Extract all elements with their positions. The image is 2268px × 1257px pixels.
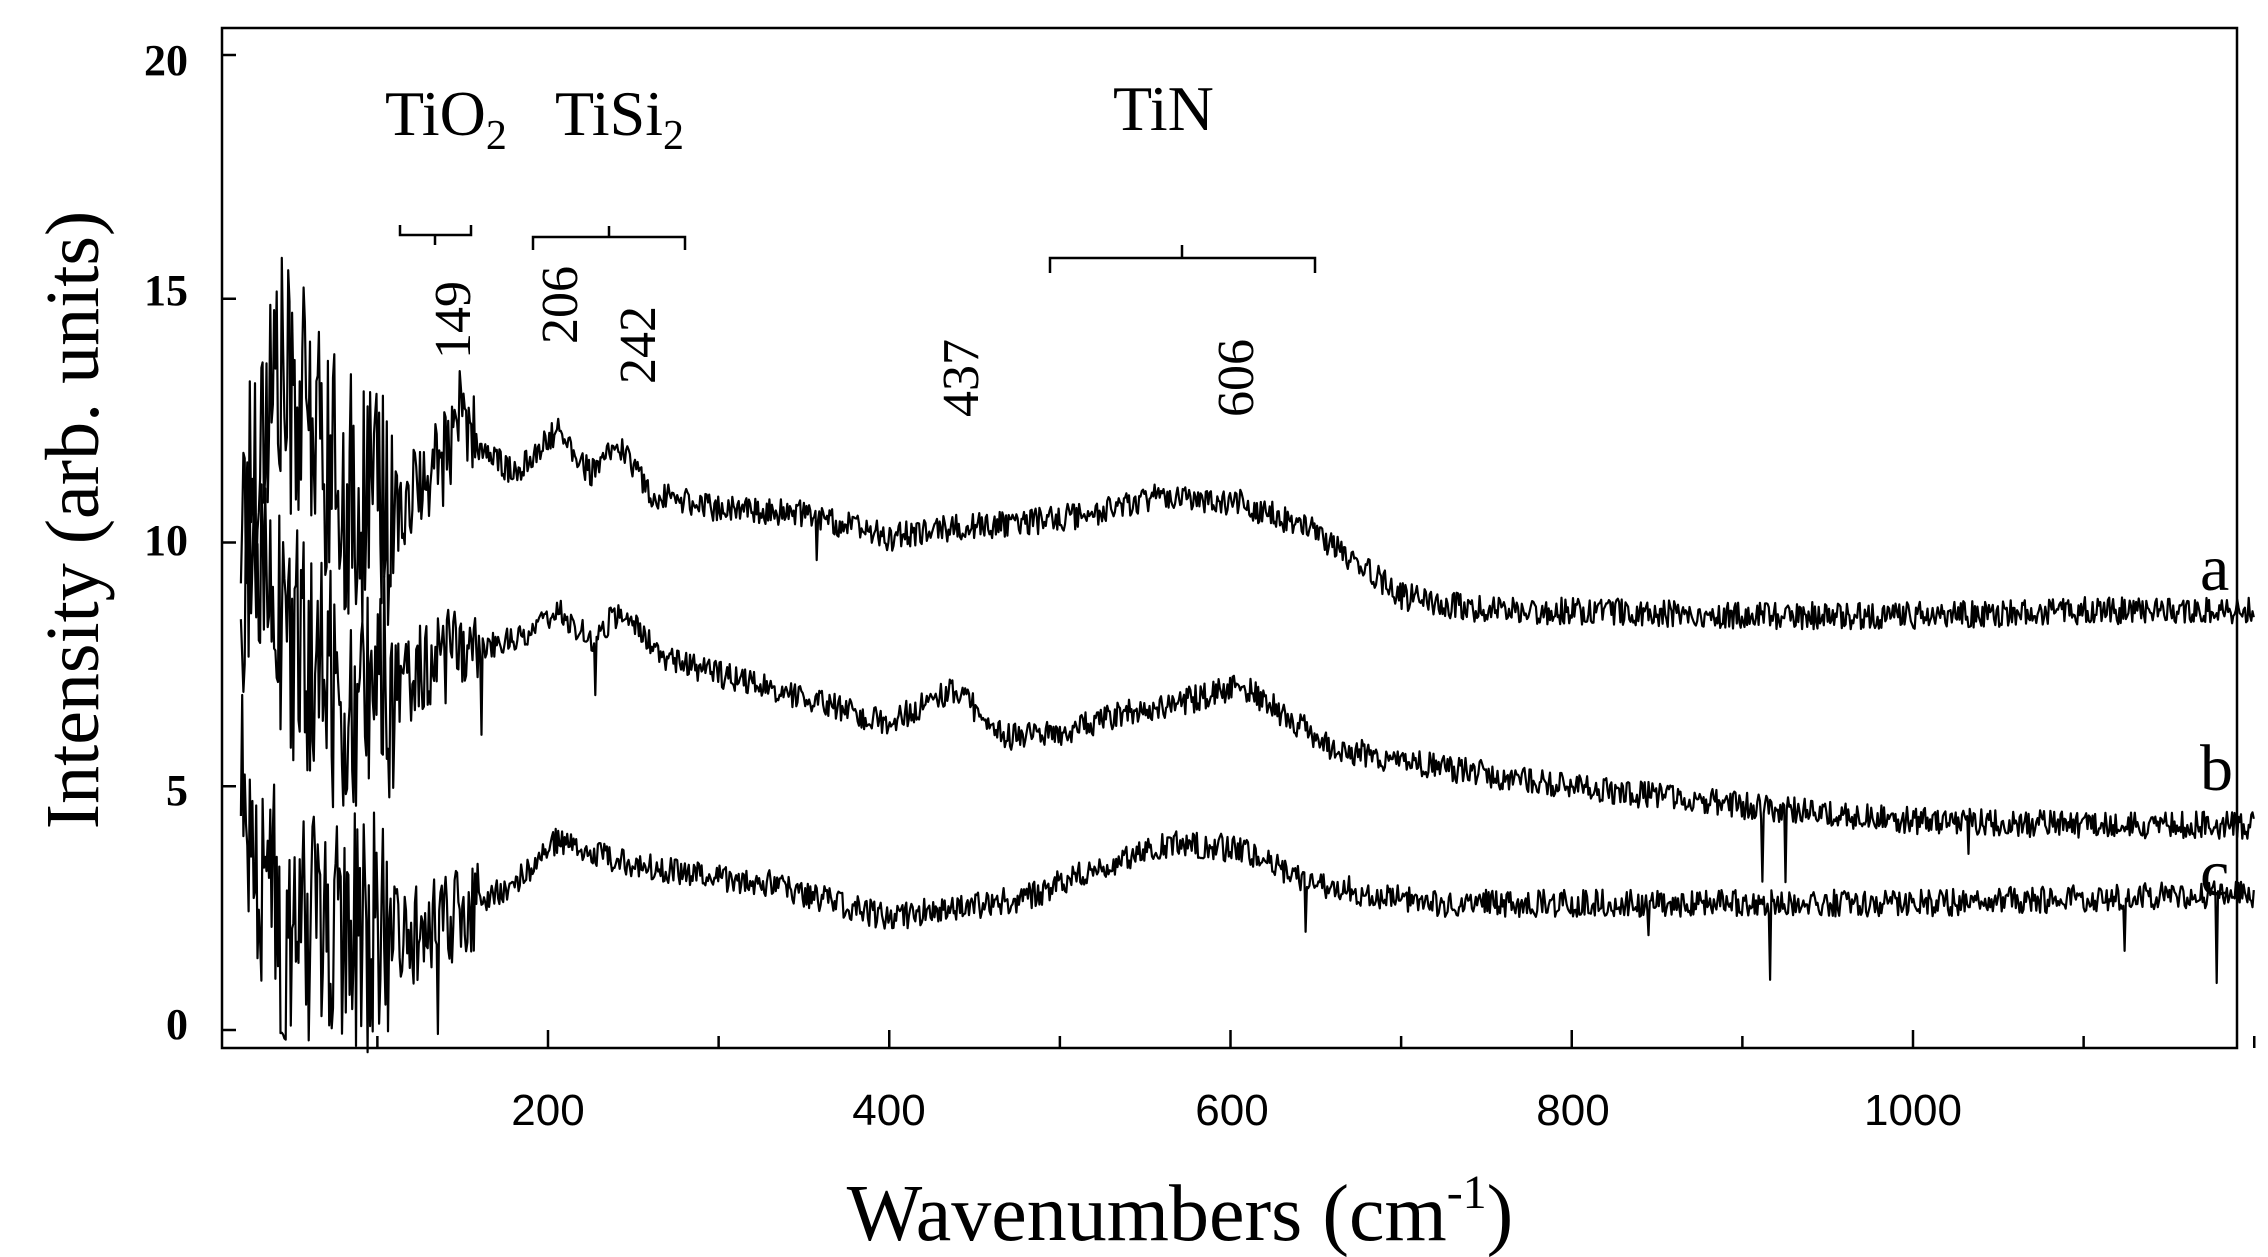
y-tick-label-10: 10 (144, 516, 188, 565)
series-line-b (239, 461, 2255, 884)
bracket-tio2 (398, 225, 473, 245)
x-tick-label-600: 600 (1195, 1086, 1268, 1135)
x-tick-label-1000: 1000 (1864, 1086, 1962, 1135)
plot-frame (220, 26, 2239, 1050)
phase-label-tin: TiN (1113, 73, 1214, 144)
x-axis-ticks (376, 1030, 2256, 1048)
y-tick-label-0: 0 (166, 1000, 188, 1049)
peak-label-149: 149 (425, 281, 482, 359)
bracket-tin (1048, 245, 1317, 273)
peak-label-606: 606 (1208, 339, 1265, 417)
peak-label-242: 242 (610, 306, 667, 384)
phase-label-tio2: TiO2 (385, 78, 507, 159)
y-tick-label-20: 20 (144, 36, 188, 85)
y-tick-label-15: 15 (144, 266, 188, 315)
x-tick-label-400: 400 (852, 1086, 925, 1135)
curve-label-c: c (2200, 837, 2229, 910)
y-axis-ticks (222, 53, 236, 1032)
curve-label-a: a (2200, 532, 2229, 605)
bracket-tisi2 (531, 226, 687, 250)
x-axis-title: Wavenumbers (cm-1) (847, 1166, 1514, 1257)
y-axis-title: Intensity (arb. units) (31, 211, 115, 829)
peak-label-206: 206 (532, 266, 589, 344)
phase-label-tisi2: TiSi2 (555, 78, 684, 159)
x-tick-label-800: 800 (1536, 1086, 1609, 1135)
peak-label-437: 437 (933, 339, 990, 417)
y-tick-label-5: 5 (166, 766, 188, 815)
curve-label-b: b (2200, 732, 2233, 805)
x-tick-label-200: 200 (511, 1086, 584, 1135)
series-line-a (239, 256, 2255, 631)
series-line-c (239, 693, 2255, 1054)
